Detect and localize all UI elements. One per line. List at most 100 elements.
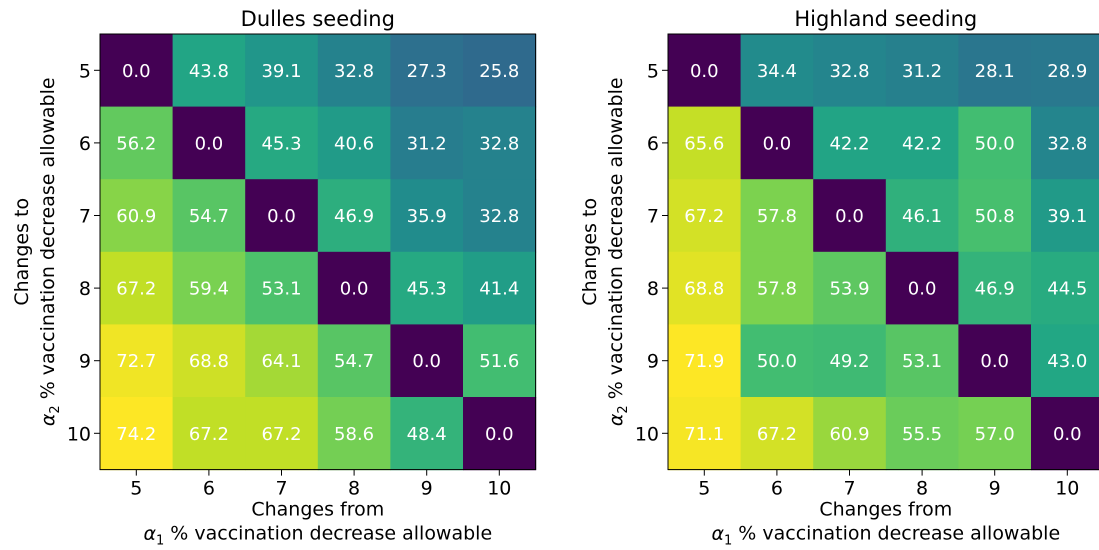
heatmap-cell <box>1031 324 1099 398</box>
x-tick-label: 7 <box>843 478 855 500</box>
heatmap-cell <box>100 106 174 180</box>
heatmap-cell <box>958 397 1032 471</box>
cell-value-label: 0.0 <box>122 61 151 82</box>
heatmap-cell <box>100 324 174 398</box>
heatmap-cell <box>317 106 391 180</box>
cell-value-label: 28.1 <box>975 61 1015 82</box>
heatmap-cell <box>958 34 1032 108</box>
y-tick-label: 5 <box>79 60 91 82</box>
x-axis-label-line1: Changes from <box>251 499 384 521</box>
heatmap-cell <box>958 251 1032 325</box>
y-tick-label: 8 <box>647 278 659 300</box>
heatmap-cell <box>668 251 742 325</box>
heatmap-cell <box>463 324 537 398</box>
cell-value-label: 72.7 <box>116 351 156 372</box>
heatmap-cell <box>172 251 246 325</box>
y-tick-label: 8 <box>79 278 91 300</box>
cell-value-label: 32.8 <box>829 61 869 82</box>
heatmap-cell <box>463 106 537 180</box>
heatmap-cell <box>885 397 959 471</box>
heatmap-cell <box>1031 179 1099 253</box>
cell-value-label: 57.8 <box>757 206 797 227</box>
heatmap-cell <box>317 324 391 398</box>
heatmap-cell <box>740 34 814 108</box>
heatmap-cell <box>885 34 959 108</box>
cell-value-label: 67.2 <box>757 424 797 445</box>
y-tick-label: 10 <box>635 423 659 445</box>
cell-value-label: 0.0 <box>412 351 441 372</box>
heatmap-cell <box>740 324 814 398</box>
cell-value-label: 0.0 <box>908 279 937 300</box>
heatmap-cell <box>245 34 319 108</box>
cell-value-label: 46.9 <box>334 206 374 227</box>
heatmap-cell <box>740 397 814 471</box>
cell-value-label: 39.1 <box>1047 206 1087 227</box>
cell-value-label: 41.4 <box>479 279 519 300</box>
cell-value-label: 65.6 <box>684 133 724 154</box>
x-tick-label: 7 <box>275 478 287 500</box>
heatmap-cell <box>740 106 814 180</box>
cell-value-label: 31.2 <box>902 61 942 82</box>
cell-value-label: 44.5 <box>1047 279 1087 300</box>
cell-value-label: 71.9 <box>684 351 724 372</box>
cell-value-label: 39.1 <box>261 61 301 82</box>
cell-value-label: 56.2 <box>116 133 156 154</box>
y-axis-label-line1: Changes to <box>11 198 33 306</box>
cell-value-label: 71.1 <box>684 424 724 445</box>
cell-value-label: 32.8 <box>1047 133 1087 154</box>
heatmap-cell <box>463 34 537 108</box>
cell-value-label: 0.0 <box>485 424 514 445</box>
cell-value-label: 53.9 <box>829 279 869 300</box>
heatmap-cell <box>813 251 887 325</box>
cell-value-label: 0.0 <box>980 351 1009 372</box>
cell-value-label: 67.2 <box>261 424 301 445</box>
cell-value-label: 53.1 <box>261 279 301 300</box>
cell-value-label: 0.0 <box>835 206 864 227</box>
x-tick-label: 5 <box>130 478 142 500</box>
cell-value-label: 60.9 <box>829 424 869 445</box>
heatmap-cell <box>463 251 537 325</box>
x-tick-label: 5 <box>698 478 710 500</box>
heatmap-highland: 0.0 34.4 32.8 31.2 28.1 28.965.6 0.0 42.2 42.2 50… <box>579 7 1099 549</box>
cell-value-label: 55.5 <box>902 424 942 445</box>
x-axis-label-line2: α1 % vaccination decrease allowable <box>143 523 492 549</box>
heatmap-cell <box>172 397 246 471</box>
cell-value-label: 0.0 <box>340 279 369 300</box>
y-axis-label-line1: Changes to <box>579 198 601 306</box>
heatmap-cell <box>668 34 742 108</box>
heatmap-cell <box>390 397 464 471</box>
x-tick-label: 9 <box>989 478 1001 500</box>
heatmap-cell <box>1031 397 1099 471</box>
cell-value-label: 32.8 <box>479 133 519 154</box>
heatmap-cell <box>245 251 319 325</box>
y-axis-label-line2: α2 % vaccination decrease allowable <box>37 77 63 426</box>
cell-value-label: 57.0 <box>975 424 1015 445</box>
heatmap-cell <box>885 179 959 253</box>
y-tick-label: 10 <box>67 423 91 445</box>
heatmap-cell <box>390 34 464 108</box>
x-tick-label: 8 <box>348 478 360 500</box>
heatmap-cell <box>245 397 319 471</box>
x-tick-label: 6 <box>203 478 215 500</box>
cell-value-label: 32.8 <box>479 206 519 227</box>
heatmap-cell <box>668 324 742 398</box>
cell-value-label: 27.3 <box>407 61 447 82</box>
heatmap-cell <box>390 251 464 325</box>
x-tick-label: 10 <box>487 478 511 500</box>
heatmap-cell <box>100 34 174 108</box>
heatmap-cell <box>245 106 319 180</box>
cell-value-label: 35.9 <box>407 206 447 227</box>
heatmap-cell <box>1031 106 1099 180</box>
heatmap-cell <box>885 251 959 325</box>
heatmap-cell <box>463 179 537 253</box>
heatmap-cell <box>740 251 814 325</box>
plot-frame <box>99 33 537 471</box>
y-tick-label: 7 <box>79 206 91 228</box>
cell-value-label: 48.4 <box>407 424 447 445</box>
heatmap-cell <box>100 397 174 471</box>
heatmap-cell <box>885 106 959 180</box>
y-tick-label: 9 <box>647 351 659 373</box>
heatmap-cell <box>100 179 174 253</box>
cell-value-label: 68.8 <box>189 351 229 372</box>
cell-value-label: 58.6 <box>334 424 374 445</box>
